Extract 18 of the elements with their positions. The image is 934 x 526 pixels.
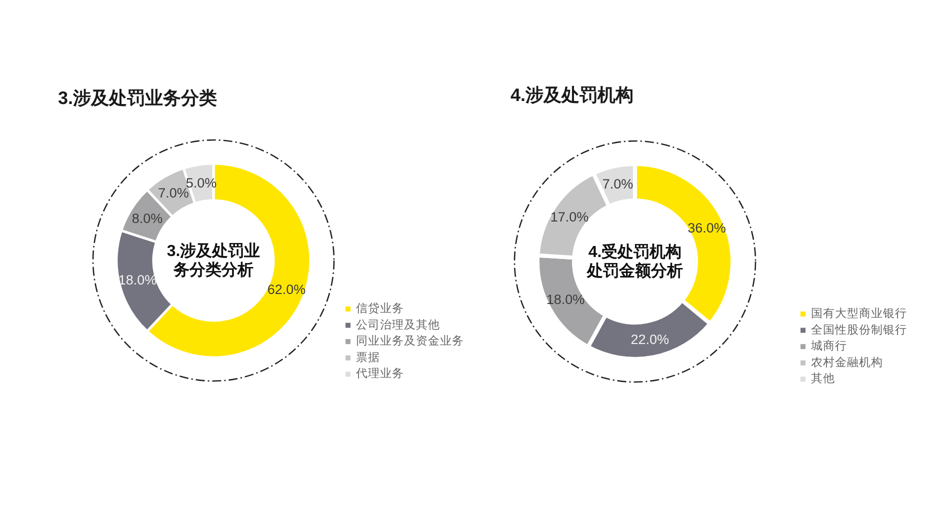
legend-label: 其他 (811, 372, 835, 386)
legend-label: 公司治理及其他 (356, 318, 440, 332)
text: 4.受处罚机构处罚金额分析 (586, 242, 683, 280)
chart-title: 3.涉及处罚业务分类 (58, 88, 218, 108)
chart-title: 4.涉及处罚机构 (510, 85, 634, 105)
legend-label: 信贷业务 (356, 302, 404, 315)
data-label: 17.0% (550, 209, 589, 224)
legend-label: 城商行 (810, 338, 847, 353)
legend-label: 票据 (356, 350, 380, 364)
data-label: 22.0% (630, 332, 669, 347)
data-label: 7.0% (602, 176, 634, 192)
legend-label: 代理业务 (355, 367, 404, 380)
legend-label: 全国性股份制银行 (811, 323, 907, 336)
text: 3.涉及处罚业务分类分析 (166, 242, 260, 278)
data-label: 8.0% (132, 210, 163, 226)
legend-label: 国有大型商业银行 (811, 306, 907, 320)
legend-label: 同业业务及资金业务 (356, 334, 464, 348)
legend-label: 农村金融机构 (811, 356, 883, 369)
